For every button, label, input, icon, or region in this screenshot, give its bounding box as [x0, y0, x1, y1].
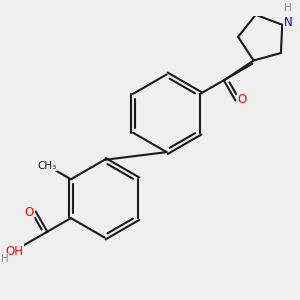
- Text: O: O: [237, 93, 247, 106]
- Text: CH₃: CH₃: [38, 161, 57, 171]
- Text: OH: OH: [5, 244, 23, 258]
- Text: N: N: [284, 16, 292, 29]
- Text: H: H: [1, 254, 9, 264]
- Text: H: H: [284, 4, 292, 14]
- Text: O: O: [25, 206, 34, 219]
